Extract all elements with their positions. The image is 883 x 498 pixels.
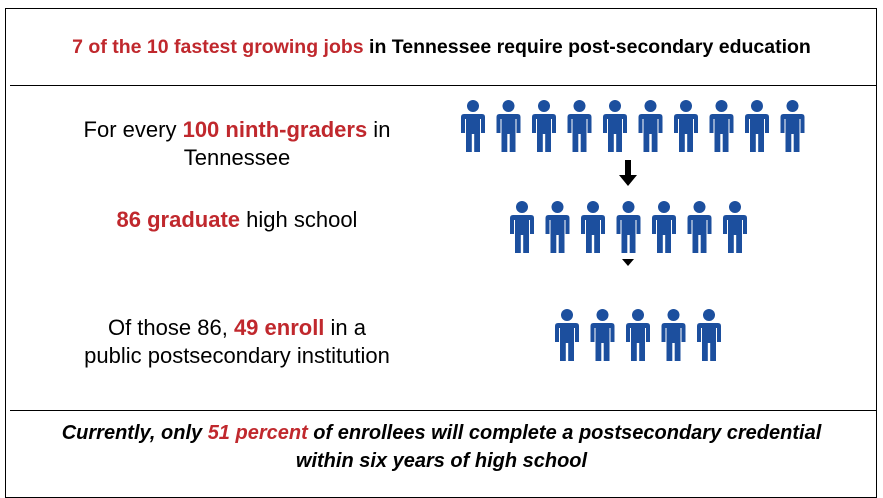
person-icon [780, 100, 805, 152]
text: in Tennessee require post-secondary educ… [363, 36, 811, 58]
row-text: 86 graduate high school [30, 206, 444, 234]
person-icon [697, 309, 721, 361]
line: Tennessee [30, 144, 444, 172]
person-icon [626, 309, 650, 361]
person-icon [545, 201, 570, 253]
person-icon [590, 309, 615, 361]
text: For every [83, 117, 183, 142]
person-icon [510, 201, 534, 253]
footer: Currently, only 51 percent of enrollees … [0, 419, 883, 475]
line: public postsecondary institution [30, 342, 444, 370]
text: within six years of high school [295, 450, 588, 472]
person-icon [709, 100, 734, 152]
line: within six years of high school [0, 447, 883, 475]
person-icon [616, 201, 641, 253]
person-icon [674, 100, 698, 152]
line: For every 100 ninth-graders in [30, 116, 444, 144]
text: in a [324, 315, 367, 340]
text: of enrollees will complete a postseconda… [307, 422, 822, 444]
row-text: Of those 86, 49 enroll in a public postse… [30, 314, 444, 370]
person-icon [532, 100, 556, 152]
highlight: 49 enroll [233, 315, 325, 340]
highlight: 51 percent [207, 422, 308, 444]
person-icon [723, 201, 747, 253]
person-icon [496, 100, 521, 152]
person-icon [745, 100, 769, 152]
row-text: For every 100 ninth-graders in Tennessee [30, 116, 444, 172]
text: in [367, 117, 391, 142]
text: Currently, only [61, 422, 208, 444]
person-icon [638, 100, 663, 152]
highlight: 7 of the 10 fastest growing jobs [72, 36, 364, 58]
person-icon [661, 309, 686, 361]
arrow [619, 160, 637, 186]
rule [10, 410, 876, 411]
person-icon [461, 100, 485, 152]
line: 86 graduate high school [30, 206, 444, 234]
text: public postsecondary institution [84, 343, 390, 368]
person-icon [567, 100, 592, 152]
highlight: 100 ninth-graders [182, 117, 368, 142]
text: Tennessee [183, 145, 291, 170]
rule [10, 85, 876, 86]
line: Currently, only 51 percent of enrollees … [0, 419, 883, 447]
person-icon [603, 100, 627, 152]
person-icon [581, 201, 605, 253]
text: Of those 86, [107, 315, 234, 340]
person-icon [555, 309, 579, 361]
line: Of those 86, 49 enroll in a [30, 314, 444, 342]
person-icon [652, 201, 676, 253]
arrow-small [622, 259, 634, 266]
text: high school [240, 207, 358, 232]
title: 7 of the 10 fastest growing jobs in Tenn… [0, 36, 883, 59]
highlight: 86 graduate [116, 207, 241, 232]
person-icon [687, 201, 712, 253]
